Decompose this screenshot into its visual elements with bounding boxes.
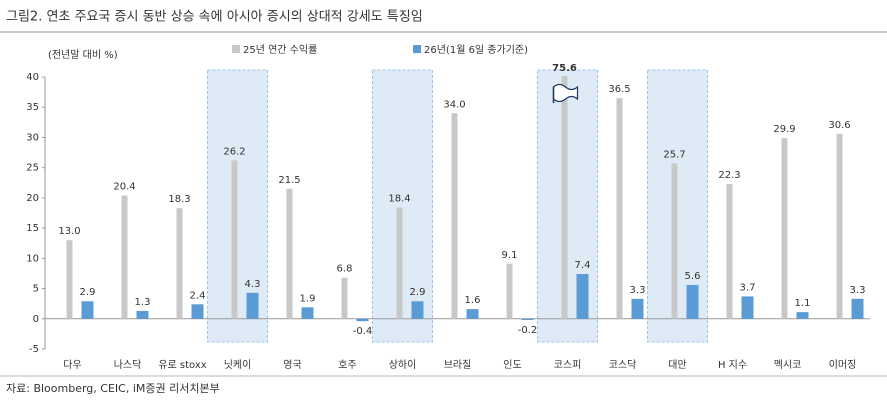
value-label: 1.1 bbox=[795, 298, 811, 309]
y-tick-label: 30 bbox=[26, 132, 39, 143]
y-tick-label: 25 bbox=[26, 163, 39, 174]
bar bbox=[836, 133, 843, 319]
chart-title: 그림2. 연초 주요국 증시 동반 상승 속에 아시아 증시의 상대적 강세도 … bbox=[6, 10, 423, 25]
x-tick-label: 대만 bbox=[668, 359, 686, 371]
value-label: 2.9 bbox=[410, 287, 426, 298]
bar bbox=[66, 240, 73, 319]
y-tick-label: 15 bbox=[26, 223, 39, 234]
bar bbox=[506, 263, 513, 319]
y-tick-label: -5 bbox=[29, 344, 39, 355]
value-label: 30.6 bbox=[828, 120, 850, 131]
source: 자료: Bloomberg, CEIC, iM증권 리서치본부 bbox=[6, 382, 220, 395]
value-label: 1.3 bbox=[135, 297, 151, 308]
value-label: 18.3 bbox=[168, 194, 190, 205]
x-tick-label: 유로 stoxx bbox=[158, 359, 206, 371]
value-label: 34.0 bbox=[443, 99, 465, 110]
overflow-flag bbox=[552, 83, 579, 103]
legend-label: 26년(1월 6일 종가기준) bbox=[424, 44, 528, 56]
legend-swatch bbox=[413, 45, 421, 53]
value-label: 2.4 bbox=[190, 290, 206, 301]
bar bbox=[191, 304, 204, 319]
value-label: 75.6 bbox=[552, 63, 577, 74]
y-tick-label: 35 bbox=[26, 102, 39, 113]
value-label: 1.9 bbox=[300, 293, 316, 304]
x-tick-label: 이머징 bbox=[829, 359, 857, 371]
bar bbox=[356, 318, 369, 322]
value-label: 3.3 bbox=[850, 285, 866, 296]
value-label: 22.3 bbox=[718, 170, 740, 181]
bar bbox=[781, 138, 788, 319]
value-label: 13.0 bbox=[58, 226, 80, 237]
value-label: -0.2 bbox=[518, 325, 538, 336]
value-label: 20.4 bbox=[113, 181, 135, 192]
bar bbox=[616, 98, 623, 319]
bar bbox=[286, 188, 293, 319]
x-tick-label: 영국 bbox=[283, 359, 301, 371]
bar bbox=[81, 301, 94, 319]
value-label: 9.1 bbox=[502, 250, 518, 261]
value-label: 5.6 bbox=[685, 271, 701, 282]
y-tick-label: 5 bbox=[33, 284, 39, 295]
bar bbox=[451, 113, 458, 319]
bar bbox=[341, 277, 348, 319]
bar bbox=[411, 301, 424, 319]
bar bbox=[741, 296, 754, 319]
value-label: 18.4 bbox=[388, 194, 410, 205]
x-tick-label: 닛케이 bbox=[224, 359, 252, 371]
bar bbox=[301, 307, 314, 319]
bar bbox=[561, 76, 568, 319]
bar bbox=[671, 163, 678, 319]
x-tick-label: 다우 bbox=[63, 359, 81, 371]
value-label: 4.3 bbox=[245, 279, 261, 290]
x-tick-label: 호주 bbox=[338, 359, 356, 371]
legend-label: 25년 연간 수익률 bbox=[243, 44, 317, 56]
x-tick-label: H 지수 bbox=[718, 359, 747, 371]
bar bbox=[176, 208, 183, 319]
x-tick-label: 브라질 bbox=[444, 359, 472, 371]
bar bbox=[726, 183, 733, 319]
value-label: 2.9 bbox=[80, 287, 96, 298]
value-label: 7.4 bbox=[575, 260, 591, 271]
bar bbox=[231, 160, 238, 319]
bar bbox=[246, 292, 259, 319]
value-label: 21.5 bbox=[278, 175, 300, 186]
legend-swatch bbox=[232, 45, 240, 53]
bar bbox=[796, 312, 809, 319]
value-label: 1.6 bbox=[465, 295, 481, 306]
bar bbox=[396, 207, 403, 319]
x-tick-label: 멕시코 bbox=[774, 359, 802, 371]
x-tick-label: 인도 bbox=[503, 359, 521, 371]
y-tick-label: 20 bbox=[26, 193, 39, 204]
bar bbox=[631, 298, 644, 319]
y-tick-label: 10 bbox=[26, 253, 39, 264]
y-tick-label: 40 bbox=[26, 72, 39, 83]
value-label: 26.2 bbox=[223, 146, 245, 157]
value-label: -0.4 bbox=[353, 326, 373, 337]
bar bbox=[521, 318, 534, 320]
x-tick-label: 코스닥 bbox=[609, 359, 637, 371]
bar bbox=[136, 310, 149, 319]
x-tick-label: 상하이 bbox=[389, 358, 417, 371]
value-label: 25.7 bbox=[663, 149, 685, 160]
value-label: 3.3 bbox=[630, 285, 646, 296]
bar bbox=[466, 309, 479, 319]
y-axis-label: (전년말 대비 %) bbox=[48, 49, 118, 61]
bar bbox=[576, 274, 589, 319]
value-label: 6.8 bbox=[337, 264, 353, 275]
x-tick-label: 코스피 bbox=[554, 359, 582, 371]
value-label: 3.7 bbox=[740, 282, 756, 293]
bar bbox=[851, 298, 864, 319]
y-tick-label: 0 bbox=[33, 314, 39, 325]
value-label: 29.9 bbox=[773, 124, 795, 135]
value-label: 36.5 bbox=[608, 84, 630, 95]
bar bbox=[686, 284, 699, 319]
x-tick-label: 나스닥 bbox=[114, 359, 142, 371]
bar bbox=[121, 195, 128, 319]
